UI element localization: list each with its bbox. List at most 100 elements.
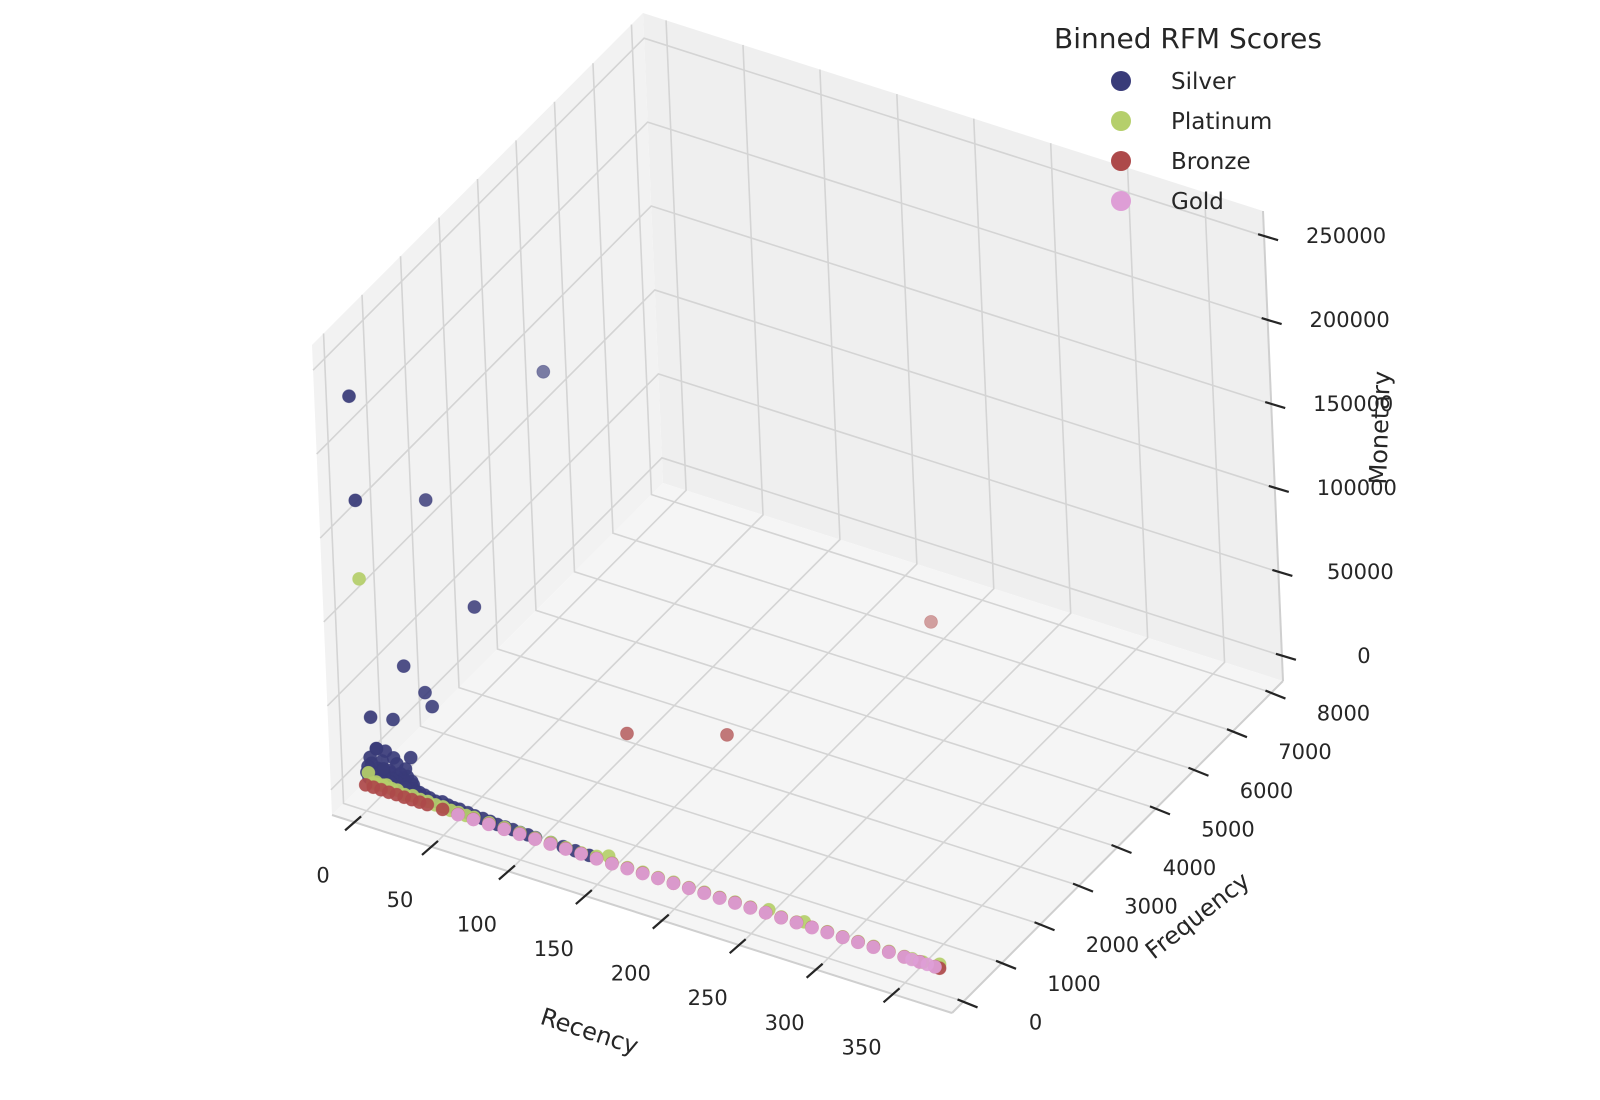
x-tick-mark [728, 938, 747, 955]
legend-entry-silver: Silver [1111, 69, 1236, 95]
x-tick-label: 150 [534, 937, 574, 961]
x-tick-mark [652, 913, 670, 930]
data-point-platinum [361, 765, 376, 780]
x-tick-label: 0 [316, 863, 329, 887]
y-tick-label: 2000 [1086, 933, 1139, 957]
data-points [342, 364, 947, 976]
x-axis-line [331, 814, 953, 1014]
z-tick-label: 50000 [1327, 560, 1394, 584]
data-point-silver [386, 712, 400, 727]
data-point-gold [835, 930, 850, 945]
data-point-gold [605, 856, 619, 871]
grid-line-z [330, 456, 1283, 791]
z-tick-mark [1275, 652, 1297, 661]
data-point-gold [574, 847, 588, 861]
data-point-silver [403, 750, 418, 765]
data-point-bronze [620, 726, 634, 741]
y-tick-mark [1034, 921, 1055, 932]
data-point-silver [369, 742, 384, 756]
data-point-gold [712, 891, 727, 905]
grid-line-x [662, 118, 995, 922]
legend-entry-platinum: Platinum [1111, 109, 1272, 135]
y-tick-label: 3000 [1124, 895, 1177, 919]
x-tick-mark [498, 864, 516, 881]
legend-label-bronze: Bronze [1171, 149, 1251, 175]
z-tick-mark [1264, 400, 1286, 410]
data-point-gold [728, 896, 742, 910]
y-tick-mark [957, 998, 978, 1009]
grid-line-x [431, 44, 764, 848]
grid-line-x [816, 167, 1149, 971]
data-point-gold [589, 851, 604, 866]
data-point-gold [466, 812, 481, 827]
grid-line-x [892, 192, 1226, 995]
grid-line-z [316, 121, 1268, 455]
z-tick-label: 150000 [1313, 392, 1393, 416]
z-tick-label: 200000 [1310, 308, 1390, 332]
legend-entry-gold: Gold [1111, 189, 1224, 215]
y-tick-mark [1111, 843, 1132, 855]
data-point-silver [418, 493, 433, 507]
x-tick-label: 350 [841, 1035, 881, 1059]
legend-marker-gold [1111, 191, 1131, 211]
data-point-gold [743, 901, 758, 915]
legend-marker-silver [1111, 71, 1131, 91]
grid-line-z [326, 372, 1279, 707]
z-tick-mark [1272, 568, 1293, 577]
x-tick-mark [882, 987, 901, 1004]
data-point-platinum [352, 572, 367, 586]
data-point-gold [928, 960, 942, 974]
legend-label-platinum: Platinum [1171, 109, 1272, 135]
tick-labels: 0501001502002503003500100020003000400050… [316, 224, 1396, 1059]
tick-marks [344, 233, 1297, 1009]
back-pane [643, 13, 1283, 681]
legend-label-silver: Silver [1171, 69, 1236, 95]
grid-line-y [438, 217, 1080, 887]
data-point-gold [481, 817, 496, 832]
x-tick-label: 200 [611, 962, 651, 986]
legend-label-gold: Gold [1171, 189, 1224, 215]
data-point-silver [363, 710, 378, 725]
data-point-gold [635, 866, 650, 881]
x-axis-label: Recency [537, 1002, 642, 1060]
y-tick-label: 5000 [1201, 817, 1254, 841]
data-point-gold [697, 886, 712, 901]
z-tick-mark [1268, 484, 1290, 494]
grid-line-x [354, 20, 687, 823]
legend-entry-bronze: Bronze [1111, 149, 1251, 175]
legend-marker-bronze [1111, 151, 1131, 171]
x-tick-label: 100 [457, 913, 497, 937]
data-point-gold [820, 925, 835, 940]
axis-panes [312, 13, 1283, 1013]
data-point-gold [512, 827, 527, 842]
z-tick-mark [1261, 317, 1282, 326]
data-point-bronze [420, 797, 435, 812]
y-tick-mark [1226, 728, 1248, 739]
data-point-silver [348, 493, 363, 508]
x-tick-label: 300 [765, 1011, 805, 1035]
data-point-silver [467, 600, 482, 614]
grid-line-y [630, 24, 1272, 694]
data-point-gold [528, 832, 542, 846]
z-tick-label: 0 [1357, 644, 1370, 668]
z-axis-line [1262, 210, 1284, 682]
x-tick-mark [344, 815, 362, 832]
data-point-silver [342, 389, 356, 404]
grid-line-x [585, 94, 918, 897]
data-point-bronze [435, 802, 450, 817]
data-point-bronze [720, 728, 734, 742]
grid-line-y [592, 63, 1234, 732]
z-tick-label: 100000 [1317, 476, 1397, 500]
y-tick-label: 8000 [1317, 702, 1370, 726]
data-point-silver [376, 762, 391, 776]
grid-line-y [476, 178, 1118, 848]
y-tick-label: 4000 [1163, 856, 1216, 880]
data-point-gold [881, 945, 896, 959]
y-tick-label: 7000 [1278, 740, 1331, 764]
grid-line-x [508, 69, 841, 873]
y-tick-mark [1149, 805, 1171, 816]
data-point-silver [536, 364, 551, 379]
x-tick-mark [421, 840, 439, 856]
